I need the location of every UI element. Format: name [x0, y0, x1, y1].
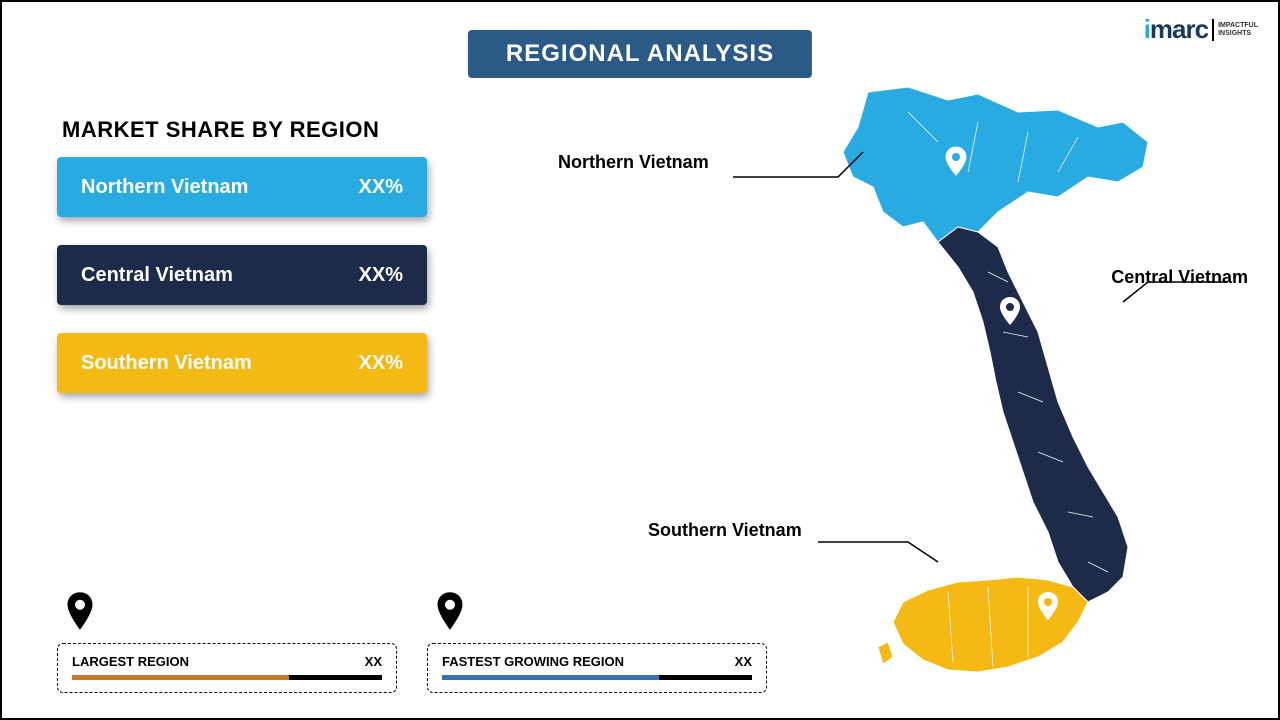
callout-northern [733, 152, 863, 177]
bar-label: Southern Vietnam [81, 352, 252, 375]
legend-seg1 [442, 675, 659, 680]
legend-title: FASTEST GROWING REGION [442, 654, 624, 669]
bar-value: XX% [359, 264, 403, 287]
bar-value: XX% [359, 176, 403, 199]
bar-northern: Northern Vietnam XX% [57, 157, 427, 217]
logo-tagline: IMPACTFUL INSIGHTS [1218, 22, 1258, 37]
bar-value: XX% [359, 352, 403, 375]
legend-seg1 [72, 675, 289, 680]
bar-label: Central Vietnam [81, 264, 233, 287]
pin-icon [65, 592, 397, 639]
region-southern-island [878, 642, 893, 664]
vietnam-map: Northern Vietnam Central Vietnam Souther… [678, 72, 1238, 692]
region-central [938, 227, 1128, 602]
legend-value: XX [365, 654, 382, 669]
label-central: Central Vietnam [1111, 267, 1248, 288]
logo-rest: marc [1150, 14, 1208, 44]
bar-label: Northern Vietnam [81, 176, 248, 199]
legend-seg2 [289, 675, 382, 680]
label-southern: Southern Vietnam [648, 520, 802, 541]
bar-southern: Southern Vietnam XX% [57, 333, 427, 393]
bar-central: Central Vietnam XX% [57, 245, 427, 305]
market-share-bars: Northern Vietnam XX% Central Vietnam XX%… [57, 157, 427, 421]
logo-text: imarc [1144, 14, 1208, 45]
logo-tag1: IMPACTFUL [1218, 22, 1258, 29]
section-title: MARKET SHARE BY REGION [62, 117, 379, 143]
legend-largest: LARGEST REGION XX [57, 592, 397, 693]
legend-title: LARGEST REGION [72, 654, 189, 669]
page-title: REGIONAL ANALYSIS [468, 30, 812, 78]
legend-barline [72, 675, 382, 680]
brand-logo: imarc IMPACTFUL INSIGHTS [1144, 14, 1258, 45]
legend-frame: LARGEST REGION XX [57, 643, 397, 693]
logo-divider [1212, 19, 1214, 41]
legend-row: LARGEST REGION XX FASTEST GROWING REGION… [57, 592, 767, 693]
callout-southern [818, 542, 938, 562]
map-svg [678, 72, 1238, 692]
region-northern [843, 87, 1148, 242]
logo-tag2: INSIGHTS [1218, 30, 1251, 37]
label-northern: Northern Vietnam [558, 152, 709, 173]
